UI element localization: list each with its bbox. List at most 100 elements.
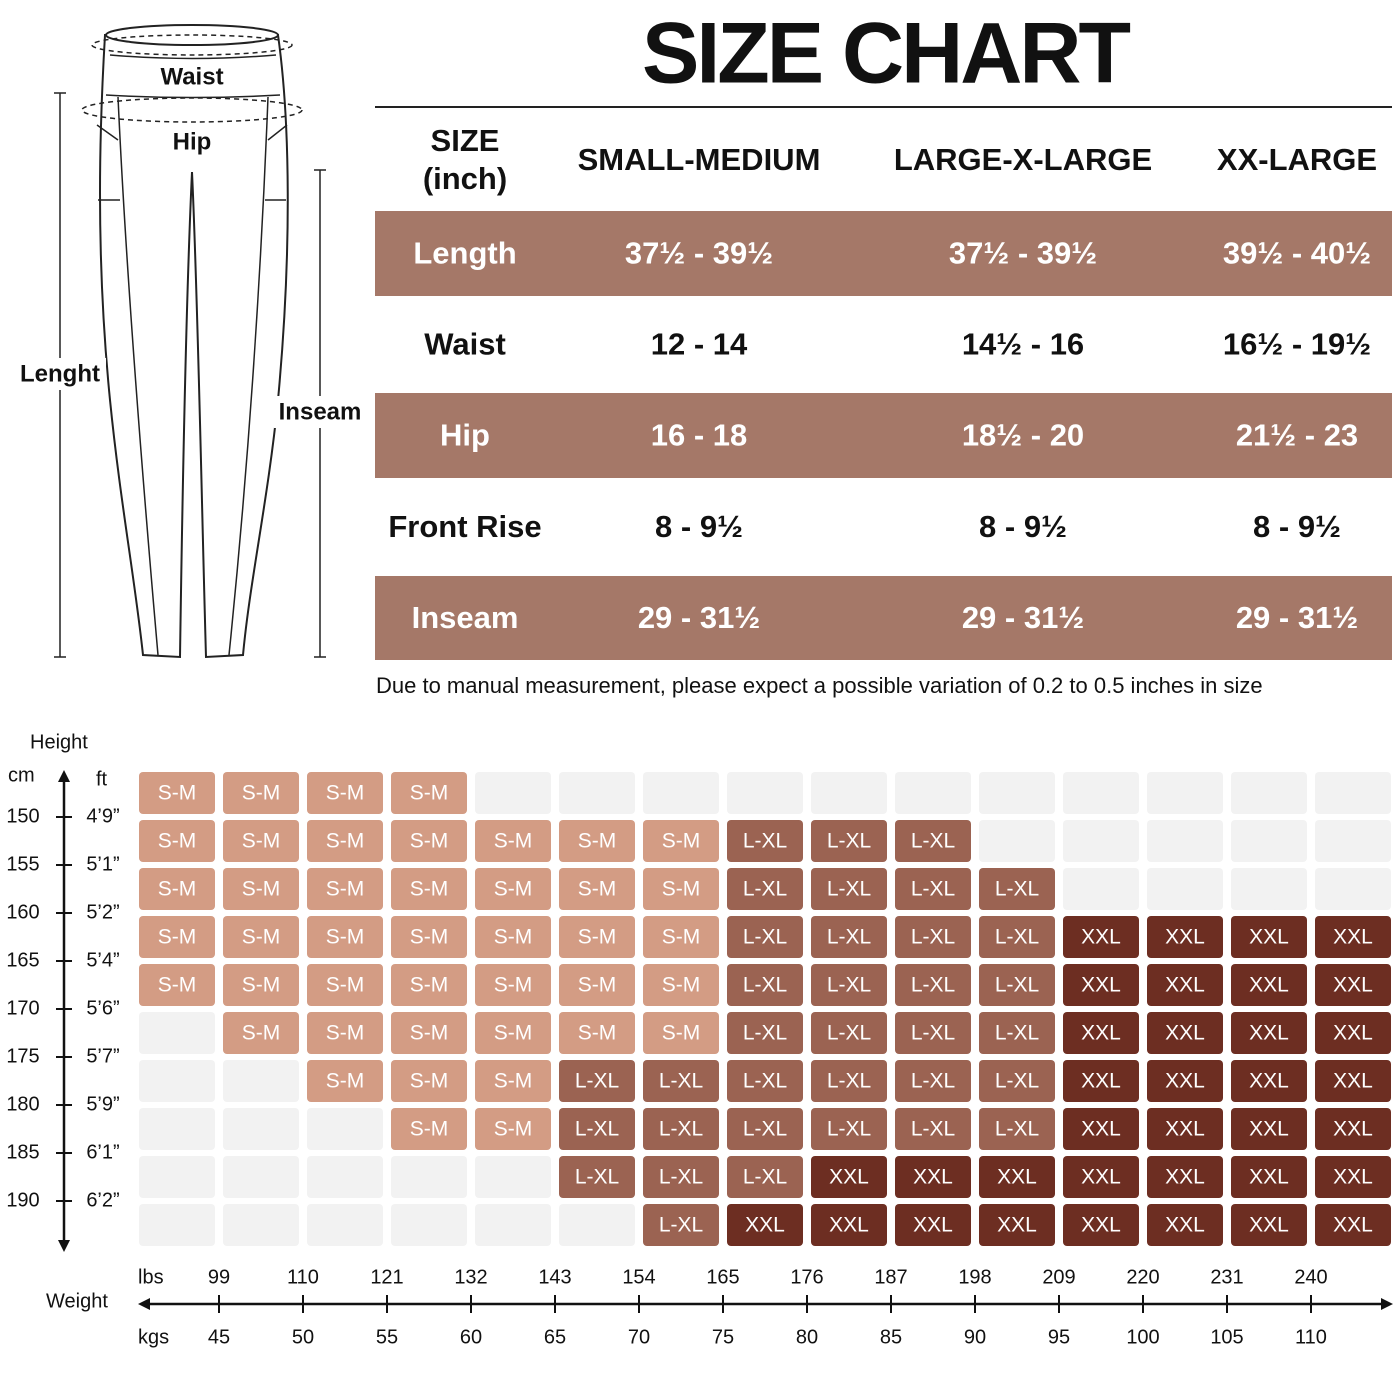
- size-cell: [979, 1108, 1055, 1150]
- size-cell-label: S-M: [662, 926, 701, 949]
- size-cell-label: L-XL: [995, 1070, 1039, 1093]
- size-cell-label: XXL: [1249, 1022, 1289, 1045]
- cm-value: 160: [6, 901, 39, 923]
- kgs-label: kgs: [138, 1326, 169, 1348]
- empty-cell: [475, 1156, 551, 1198]
- empty-cell: [1231, 772, 1307, 814]
- size-cell: [643, 1060, 719, 1102]
- size-cell-label: S-M: [410, 830, 449, 853]
- size-cell: [895, 1156, 971, 1198]
- header-cell: SIZE: [431, 123, 500, 158]
- size-cell: [1063, 1060, 1139, 1102]
- size-cell-label: XXL: [1249, 1166, 1289, 1189]
- size-cell: [811, 1204, 887, 1246]
- empty-cell: [391, 1156, 467, 1198]
- size-cell: [643, 1012, 719, 1054]
- size-cell-label: L-XL: [827, 1022, 871, 1045]
- size-cell: [727, 1108, 803, 1150]
- table-cell: 16 - 18: [651, 418, 748, 453]
- size-cell: [307, 820, 383, 862]
- size-cell-label: L-XL: [995, 1022, 1039, 1045]
- size-cell-label: XXL: [997, 1214, 1037, 1237]
- size-cell: [559, 1108, 635, 1150]
- empty-cell: [139, 1156, 215, 1198]
- size-cell: [1147, 1204, 1223, 1246]
- empty-cell: [1063, 868, 1139, 910]
- row-label: Hip: [440, 418, 490, 453]
- kgs-value: 70: [628, 1326, 650, 1348]
- empty-cell: [307, 1204, 383, 1246]
- size-cell-label: S-M: [326, 1022, 365, 1045]
- kgs-value: 65: [544, 1326, 566, 1348]
- empty-cell: [1147, 772, 1223, 814]
- size-cell-label: S-M: [242, 974, 281, 997]
- empty-cell: [1315, 820, 1391, 862]
- size-cell-label: XXL: [1165, 1166, 1205, 1189]
- size-cell: [475, 1108, 551, 1150]
- size-cell-label: S-M: [662, 878, 701, 901]
- table-cell: 37½ - 39½: [949, 236, 1097, 271]
- size-cell-label: S-M: [410, 974, 449, 997]
- size-cell: [727, 1204, 803, 1246]
- size-cell: [307, 916, 383, 958]
- size-cell: [895, 820, 971, 862]
- size-cell: [139, 772, 215, 814]
- kgs-value: 55: [376, 1326, 398, 1348]
- empty-cell: [979, 772, 1055, 814]
- ft-value: 4’9”: [86, 805, 119, 827]
- lbs-value: 187: [874, 1266, 907, 1288]
- size-cell-label: L-XL: [911, 1022, 955, 1045]
- size-cell-label: XXL: [1333, 926, 1373, 949]
- size-cell: [139, 916, 215, 958]
- size-cell: [979, 964, 1055, 1006]
- length-label: Lenght: [20, 360, 100, 387]
- empty-cell: [307, 1108, 383, 1150]
- header-cell: SMALL-MEDIUM: [578, 142, 821, 177]
- lbs-value: 231: [1210, 1266, 1243, 1288]
- table-cell: 14½ - 16: [962, 327, 1084, 362]
- size-cell-label: S-M: [158, 782, 197, 805]
- size-cell-label: S-M: [410, 1070, 449, 1093]
- size-cell: [391, 964, 467, 1006]
- size-cell: [391, 820, 467, 862]
- size-cell-label: XXL: [1165, 1214, 1205, 1237]
- empty-cell: [139, 1108, 215, 1150]
- size-cell-label: XXL: [1249, 1214, 1289, 1237]
- size-cell-label: XXL: [1333, 1022, 1373, 1045]
- height-label: Height: [30, 731, 88, 753]
- size-cell: [979, 1204, 1055, 1246]
- kgs-value: 95: [1048, 1326, 1070, 1348]
- size-cell: [1315, 1012, 1391, 1054]
- size-cell: [1063, 1012, 1139, 1054]
- size-cell-label: S-M: [242, 830, 281, 853]
- size-cell-label: L-XL: [743, 1022, 787, 1045]
- header-cell: (inch): [423, 161, 507, 196]
- size-cell: [979, 868, 1055, 910]
- size-cell-label: S-M: [494, 974, 533, 997]
- size-cell: [979, 1156, 1055, 1198]
- size-cell-label: L-XL: [659, 1118, 703, 1141]
- ft-value: 5’1”: [86, 853, 119, 875]
- size-cell: [1147, 1060, 1223, 1102]
- size-cell-label: L-XL: [743, 830, 787, 853]
- kgs-value: 60: [460, 1326, 482, 1348]
- size-cell-label: S-M: [578, 974, 617, 997]
- size-cell-label: S-M: [326, 830, 365, 853]
- table-cell: 8 - 9½: [655, 509, 743, 544]
- size-cell-label: XXL: [1165, 1022, 1205, 1045]
- empty-cell: [811, 772, 887, 814]
- size-cell: [223, 868, 299, 910]
- lbs-value: 165: [706, 1266, 739, 1288]
- empty-cell: [1315, 772, 1391, 814]
- empty-cell: [139, 1060, 215, 1102]
- size-cell: [1231, 1204, 1307, 1246]
- size-cell-label: L-XL: [827, 926, 871, 949]
- size-cell: [475, 1012, 551, 1054]
- size-cell: [223, 772, 299, 814]
- size-cell-label: S-M: [578, 878, 617, 901]
- size-cell: [139, 964, 215, 1006]
- size-cell: [475, 820, 551, 862]
- empty-cell: [223, 1156, 299, 1198]
- size-cell: [139, 868, 215, 910]
- size-cell: [727, 820, 803, 862]
